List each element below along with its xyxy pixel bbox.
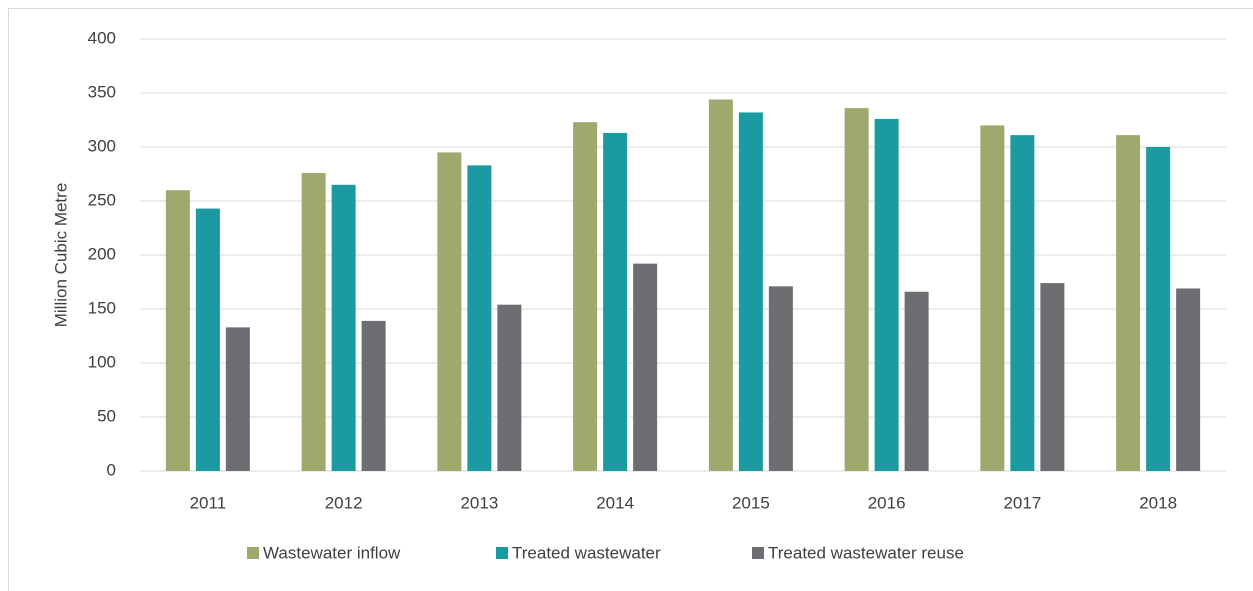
bar (738, 112, 763, 471)
x-tick-label: 2012 (325, 493, 363, 512)
x-tick-label: 2018 (1139, 493, 1177, 512)
y-tick-label: 50 (97, 406, 116, 425)
x-tick-label: 2015 (732, 493, 770, 512)
x-tick-label: 2014 (596, 493, 634, 512)
bar (603, 132, 628, 471)
bar (874, 118, 899, 472)
y-tick-label: 200 (88, 244, 116, 263)
bar (437, 152, 462, 471)
bar (1176, 288, 1201, 471)
bar (573, 122, 598, 471)
bar (980, 125, 1005, 472)
legend-label: Treated wastewater (512, 543, 661, 562)
bar (844, 108, 869, 472)
bar (195, 208, 220, 471)
bar (361, 320, 386, 471)
bar (904, 291, 929, 471)
bar (467, 165, 492, 472)
y-tick-label: 0 (107, 460, 116, 479)
bar (301, 172, 326, 472)
x-tick-label: 2013 (460, 493, 498, 512)
legend-swatch (752, 547, 764, 559)
x-tick-label: 2017 (1003, 493, 1041, 512)
y-tick-label: 250 (88, 190, 116, 209)
bar (1010, 135, 1035, 471)
bar (1116, 135, 1141, 471)
bar (331, 184, 356, 472)
y-tick-label: 400 (88, 28, 116, 47)
legend-swatch (247, 547, 259, 559)
y-tick-label: 150 (88, 298, 116, 317)
legend-label: Treated wastewater reuse (768, 543, 964, 562)
x-tick-label: 2016 (868, 493, 906, 512)
bar (633, 263, 658, 471)
y-tick-label: 300 (88, 136, 116, 155)
bar (225, 327, 250, 471)
y-tick-label: 100 (88, 352, 116, 371)
y-tick-label: 350 (88, 82, 116, 101)
bar (708, 99, 733, 471)
bar (1146, 147, 1171, 471)
chart-frame (8, 8, 1253, 591)
bar (1040, 283, 1065, 471)
bar (165, 190, 190, 471)
bar (497, 304, 522, 471)
x-tick-label: 2011 (190, 493, 227, 512)
legend-label: Wastewater inflow (263, 543, 401, 562)
y-axis-label: Million Cubic Metre (51, 183, 70, 328)
legend-swatch (496, 547, 508, 559)
bar (768, 286, 793, 471)
